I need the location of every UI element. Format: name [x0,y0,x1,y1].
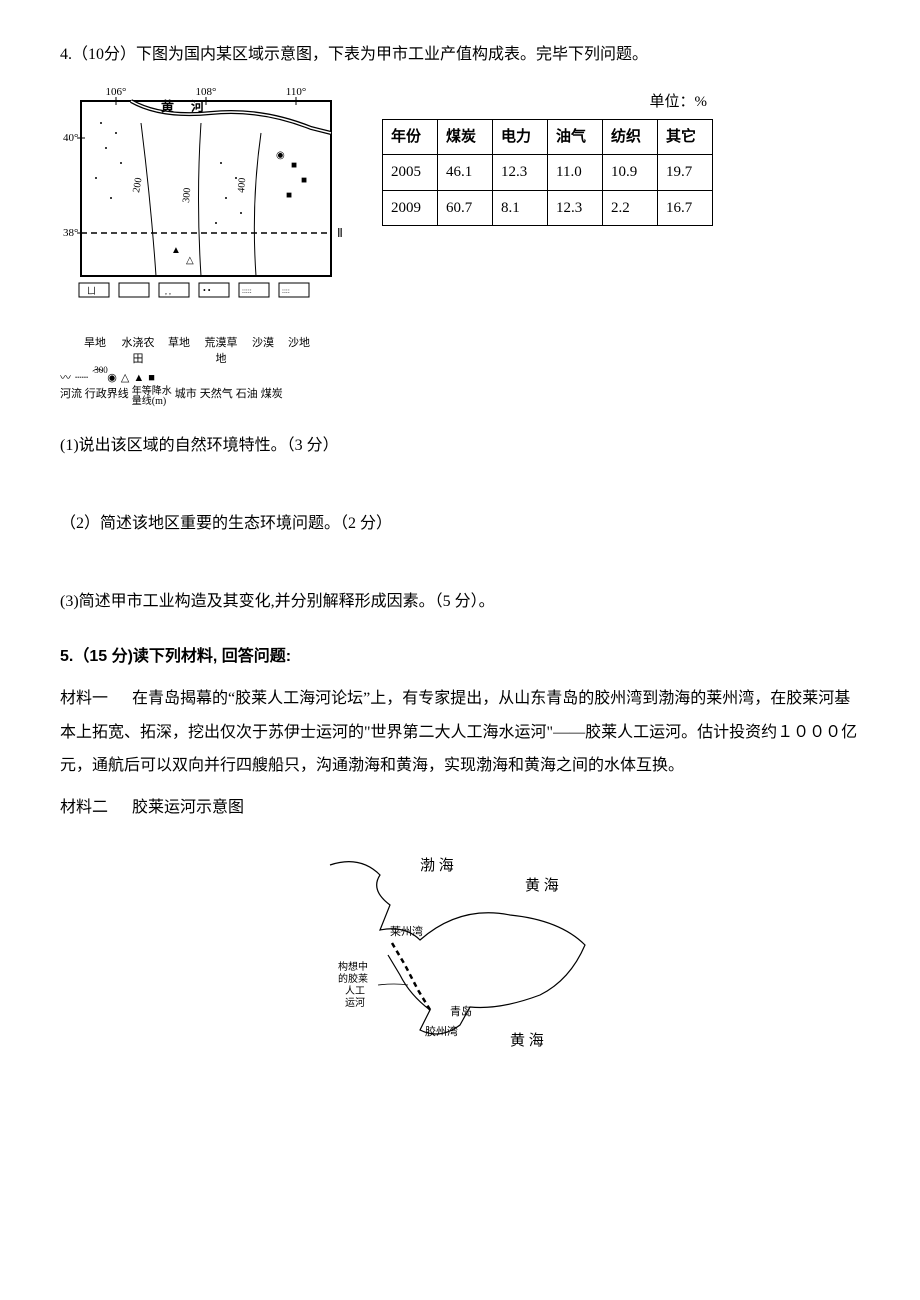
svg-text:200: 200 [131,177,144,194]
svg-text:■: ■ [301,175,307,186]
svg-text:300: 300 [181,188,193,204]
svg-text:构想中: 构想中 [338,960,368,973]
svg-text:黄: 黄 [161,99,174,114]
label-bohai: 渤 海 [420,857,454,874]
svg-text:的胶莱: 的胶莱 [338,972,368,985]
svg-text:黄 海: 黄 海 [510,1032,544,1049]
q4-intro: 4.（10分）下图为国内某区域示意图，下表为甲市工业产值构成表。完毕下列问题。 [60,40,860,70]
col-year: 年份 [383,119,438,155]
svg-text:• •: • • [203,286,211,295]
svg-text:▲: ▲ [171,245,181,256]
svg-text:108°: 108° [196,86,217,98]
svg-text:河: 河 [191,99,204,114]
q4-figure-row: 106° 108° 110° 40° 38° 黄 河 200 300 400 [60,82,860,406]
q4-legend: 旱地 水浇农田 草地 荒漠草地 沙漠 沙地 〰┄┄ ⌒300 ◉ △ ▲ ■ 河… [60,336,352,406]
mat1-label: 材料一 [60,690,108,707]
svg-text:400: 400 [236,178,248,194]
col-other: 其它 [658,119,713,155]
q4-data-table: 年份 煤炭 电力 油气 纺织 其它 2005 46.1 12.3 11.0 10… [382,119,713,227]
svg-text:38°: 38° [63,227,78,239]
q4-sub1: (1)说出该区域的自然环境特性。（3 分） [60,431,860,461]
svg-text:运河: 运河 [345,997,365,1009]
q4-table-container: 单位：% 年份 煤炭 电力 油气 纺织 其它 2005 46.1 12.3 11… [382,88,713,226]
svg-text:■: ■ [291,160,297,171]
table-row: 2005 46.1 12.3 11.0 10.9 19.7 [383,155,713,191]
q5-material2: 材料二 胶莱运河示意图 [60,791,860,825]
svg-text:青岛: 青岛 [450,1004,472,1018]
q5-map: 渤 海 黄 海 黄 海 莱州湾 胶州湾 青岛 构想中 的胶莱 人工 运河 [310,835,610,1065]
svg-text:ㄩ: ㄩ [87,286,96,296]
svg-text:胶州湾: 胶州湾 [425,1024,458,1038]
col-coal: 煤炭 [438,119,493,155]
q4-table-unit: 单位：% [382,88,713,117]
svg-text:△: △ [186,255,194,266]
svg-text:110°: 110° [286,86,307,98]
col-textile: 纺织 [603,119,658,155]
table-row: 2009 60.7 8.1 12.3 2.2 16.7 [383,190,713,226]
q4-map-container: 106° 108° 110° 40° 38° 黄 河 200 300 400 [60,82,352,406]
mat2-label: 材料二 [60,799,108,816]
table-header-row: 年份 煤炭 电力 油气 纺织 其它 [383,119,713,155]
svg-text:, ,: , , [165,287,171,296]
svg-text:40°: 40° [63,132,78,144]
svg-text:::::: :::: [282,287,290,295]
svg-text:人工: 人工 [345,985,365,997]
svg-text:■: ■ [286,190,292,201]
mat1-text: 在青岛揭幕的“胶莱人工海河论坛”上，有专家提出，从山东青岛的胶州湾到渤海的莱州湾… [60,690,857,774]
svg-text:◉: ◉ [276,150,285,161]
col-power: 电力 [493,119,548,155]
q4-map: 106° 108° 110° 40° 38° 黄 河 200 300 400 [60,82,352,334]
svg-text:Ⅱ: Ⅱ [337,226,343,240]
svg-text:莱州湾: 莱州湾 [390,924,423,938]
lon-106: 106° [106,86,127,98]
svg-text::::::: ::::: [242,287,252,295]
q4-sub2: （2）简述该地区重要的生态环境问题。（2 分） [60,509,860,539]
col-oilgas: 油气 [548,119,603,155]
svg-text:黄 海: 黄 海 [525,877,559,894]
mat2-title: 胶莱运河示意图 [132,799,244,816]
q4-sub3: (3)简述甲市工业构造及其变化,并分别解释形成因素。（5 分）。 [60,587,860,617]
q5-material1: 材料一在青岛揭幕的“胶莱人工海河论坛”上，有专家提出，从山东青岛的胶州湾到渤海的… [60,682,860,783]
q5-heading: 5.（15 分)读下列材料, 回答问题: [60,642,860,672]
